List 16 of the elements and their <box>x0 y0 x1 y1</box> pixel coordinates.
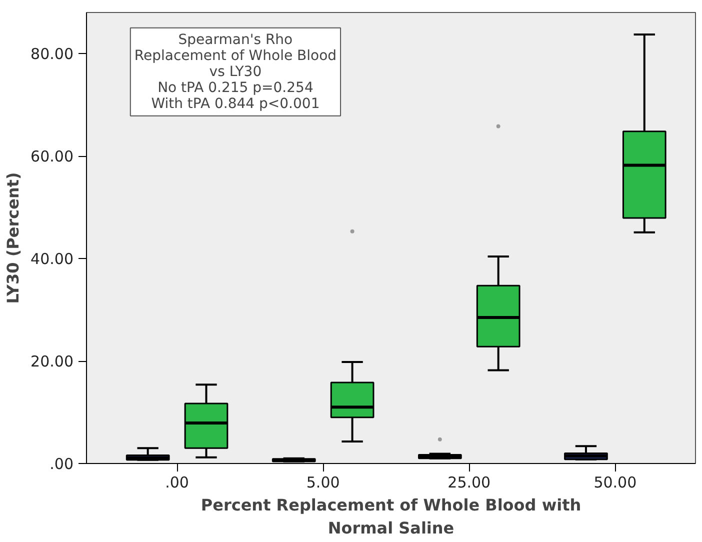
y-tick-label: 80.00 <box>30 45 74 63</box>
x-axis-title: Percent Replacement of Whole Blood with Normal Saline <box>200 496 582 538</box>
y-tick-label: 60.00 <box>30 148 74 166</box>
annotation: No tPA 0.215 p=0.254 <box>158 80 314 96</box>
annotation: With tPA 0.844 p<0.001 <box>151 96 320 112</box>
annotation: Replacement of Whole Blood <box>134 48 337 64</box>
x-tick-label: 5.00 <box>306 474 340 492</box>
y-axis-title: LY30 (Percent) <box>4 172 23 304</box>
y-tick-label: 40.00 <box>30 250 74 268</box>
annotation: vs LY30 <box>209 64 262 80</box>
x-tick-label: 25.00 <box>448 474 491 492</box>
x-tick-label: 50.00 <box>594 474 637 492</box>
annotation: Spearman's Rho <box>178 32 293 48</box>
y-tick-label: 20.00 <box>30 352 74 370</box>
y-tick-label: .00 <box>50 455 74 473</box>
x-tick-label: .00 <box>165 474 189 492</box>
